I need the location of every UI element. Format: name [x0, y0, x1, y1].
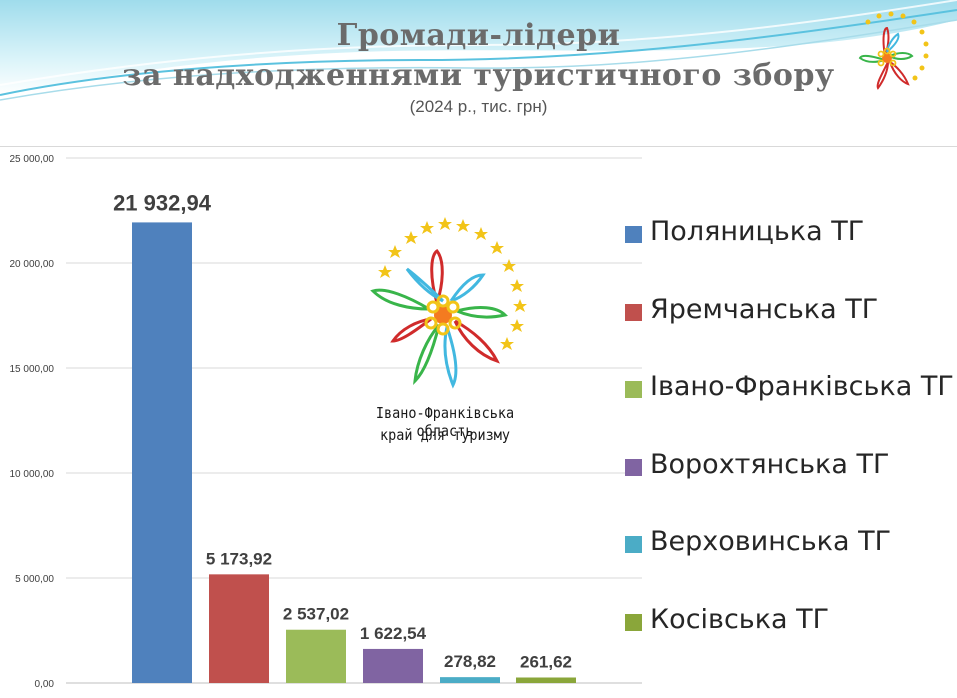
- y-tick-label: 10 000,00: [10, 469, 55, 480]
- logo-caption-slogan: край для туризму: [379, 426, 511, 444]
- legend-swatch: [625, 536, 642, 553]
- page-title-line2: за надходженнями туристичного збору: [122, 58, 835, 93]
- y-tick-label: 15 000,00: [10, 364, 55, 375]
- bar: [363, 648, 423, 683]
- bar: [132, 222, 192, 683]
- legend-swatch: [625, 613, 642, 631]
- chart-legend: Поляницька ТГ Яремчанська ТГ Івано-Франк…: [622, 208, 954, 674]
- legend-swatch: [625, 226, 642, 243]
- bar-data-label: 261,62: [520, 653, 572, 672]
- bar-data-label: 2 537,02: [283, 605, 349, 624]
- bar-chart: 0,00 5 000,00 10 000,00 15 000,00 20 000,00 2…: [10, 154, 642, 690]
- y-tick-label: 25 000,00: [10, 154, 55, 165]
- legend-item: Івано-Франківська ТГ: [622, 363, 954, 441]
- legend-item: Поляницька ТГ: [622, 208, 952, 286]
- header-wave-background: [0, 0, 957, 145]
- legend-label: Верховинська ТГ: [650, 526, 892, 557]
- y-tick-label: 20 000,00: [10, 259, 55, 270]
- legend-item: Косівська ТГ: [622, 596, 952, 674]
- y-tick-label: 5 000,00: [15, 574, 54, 585]
- bar: [209, 574, 269, 683]
- legend-item: Ворохтянська ТГ: [622, 441, 952, 519]
- bar-data-label: 278,82: [444, 652, 496, 671]
- data-labels: 21 932,94 5 173,92 2 537,02 1 622,54 278,82 2…: [113, 190, 572, 671]
- legend-item: Верховинська ТГ: [622, 518, 952, 596]
- legend-label: Яремчанська ТГ: [650, 293, 879, 325]
- bar: [440, 677, 500, 683]
- bars: [132, 222, 576, 683]
- bar-data-label: 5 173,92: [206, 549, 272, 568]
- bar: [516, 677, 576, 683]
- y-axis-ticks: 0,00 5 000,00 10 000,00 15 000,00 20 000,00 2…: [10, 154, 55, 690]
- bar-data-label: 1 622,54: [360, 624, 427, 643]
- legend-item: Яремчанська ТГ: [622, 286, 952, 364]
- header-logo-icon: [858, 11, 929, 90]
- legend-label: Ворохтянська ТГ: [650, 448, 890, 480]
- header-separator: [0, 146, 957, 147]
- legend-swatch: [625, 381, 642, 398]
- legend-swatch: [625, 458, 642, 476]
- legend-label: Косівська ТГ: [650, 603, 830, 635]
- page-subtitle: (2024 р., тис. грн): [409, 97, 548, 116]
- bar: [286, 629, 346, 683]
- y-tick-label: 0,00: [35, 679, 55, 690]
- logo-caption-region: Івано-Франківська область: [375, 404, 515, 440]
- legend-label: Івано-Франківська ТГ: [650, 371, 954, 402]
- region-logo-icon: [370, 217, 527, 389]
- legend-swatch: [625, 303, 642, 321]
- page-title: Громади-лідери: [336, 18, 621, 53]
- bar-data-label: 21 932,94: [113, 190, 212, 215]
- legend-label: Поляницька ТГ: [650, 216, 865, 247]
- header-banner: Громади-лідери за надходженнями туристич…: [0, 0, 957, 145]
